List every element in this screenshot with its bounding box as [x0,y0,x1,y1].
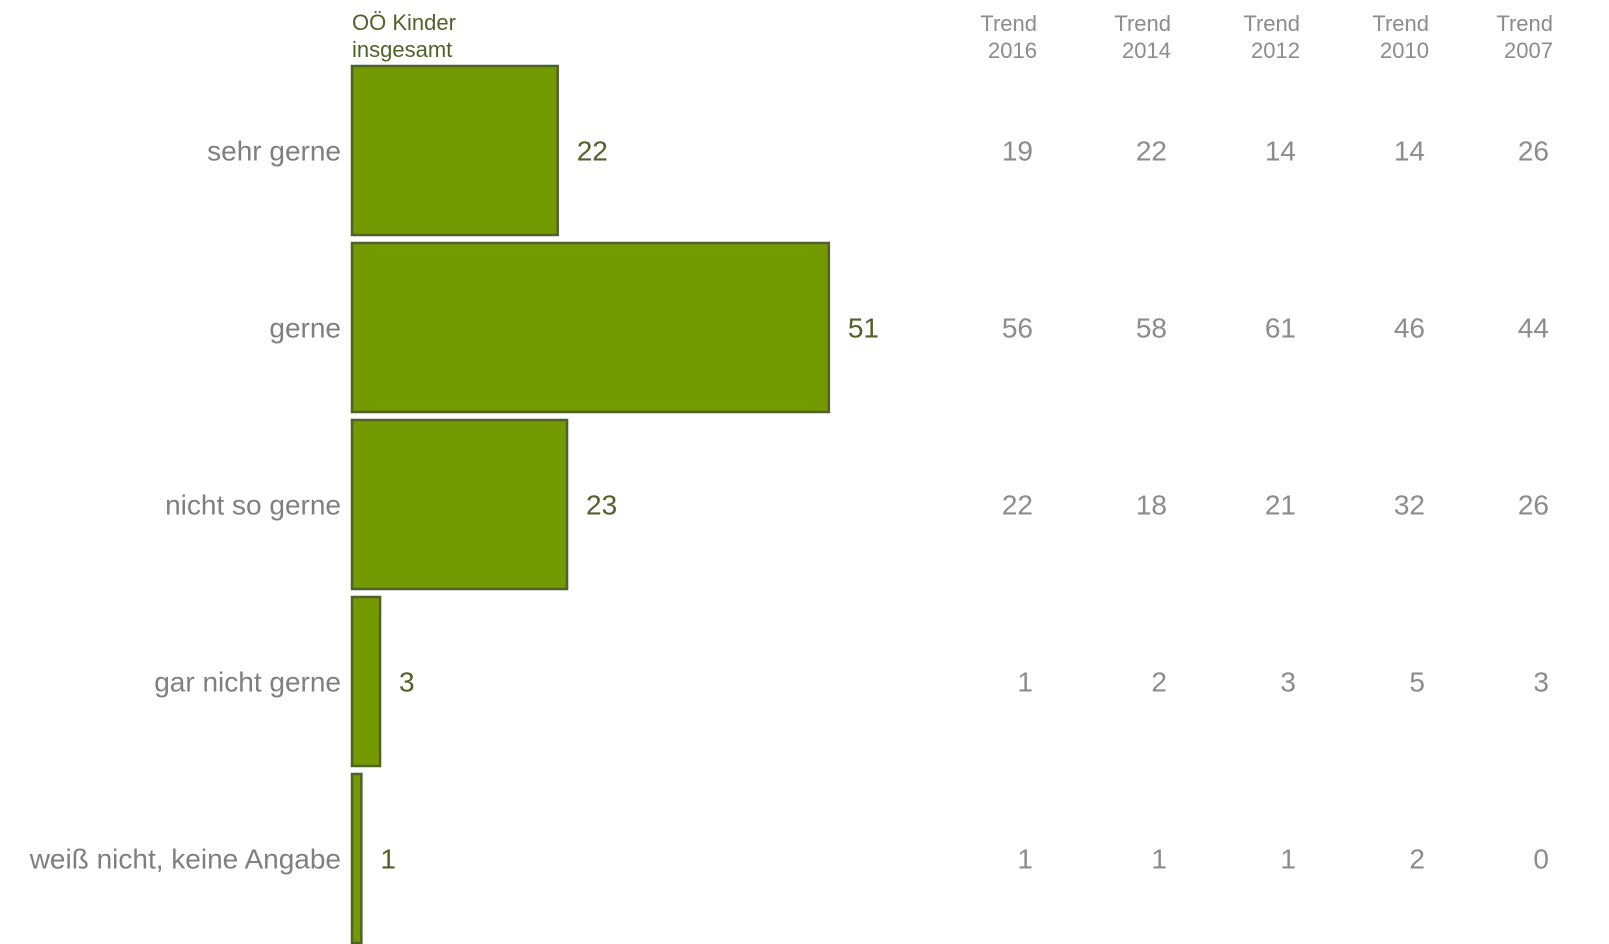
trend-value: 14 [1394,136,1425,167]
value-labels: 22 51 23 3 1 [380,136,879,875]
trend-header-line-1: Trend [1372,11,1429,36]
trend-value: 3 [1280,667,1296,698]
trend-value: 22 [1002,490,1033,521]
trend-value: 22 [1136,136,1167,167]
bar [350,418,569,591]
trend-header-line-2: 2012 [1251,38,1300,63]
category-label: sehr gerne [207,136,341,167]
trend-value: 1 [1151,844,1167,875]
category-label: gar nicht gerne [154,667,341,698]
category-label: gerne [269,313,341,344]
trend-header-line-2: 2016 [988,38,1037,63]
category-labels: sehr gerne gerne nicht so gerne gar nicht g… [29,136,341,875]
trend-value: 21 [1265,490,1296,521]
bar-value-label: 1 [380,844,396,875]
category-label: nicht so gerne [165,490,341,521]
trend-value: 26 [1518,136,1549,167]
trend-header-line-1: Trend [1114,11,1171,36]
bars [350,64,831,944]
trend-value: 32 [1394,490,1425,521]
trend-header-line-2: 2010 [1380,38,1429,63]
bar [350,595,382,768]
header-layer: OÖ Kinder insgesamt [352,10,456,62]
series-header-line-2: insgesamt [352,37,452,62]
category-label: weiß nicht, keine Angabe [29,844,341,875]
trend-value: 18 [1136,490,1167,521]
trend-value: 3 [1533,667,1549,698]
bar-value-label: 22 [577,136,608,167]
trend-value: 1 [1017,844,1033,875]
bar [350,772,363,944]
trend-value: 1 [1017,667,1033,698]
trend-value: 2 [1151,667,1167,698]
trend-value: 61 [1265,313,1296,344]
trend-value: 1 [1280,844,1296,875]
trend-header-line-2: 2007 [1504,38,1553,63]
bar [350,241,831,414]
series-header-line-1: OÖ Kinder [352,10,456,35]
bar-value-label: 3 [399,667,415,698]
trend-header-line-1: Trend [1496,11,1553,36]
trend-header-line-1: Trend [980,11,1037,36]
trend-value: 56 [1002,313,1033,344]
trend-value: 2 [1409,844,1425,875]
bar-value-label: 23 [586,490,617,521]
bar-value-label: 51 [848,313,879,344]
trend-header-line-2: 2014 [1122,38,1171,63]
trend-value: 26 [1518,490,1549,521]
bar [350,64,559,237]
trend-value: 14 [1265,136,1296,167]
trend-header-line-1: Trend [1243,11,1300,36]
trend-value: 46 [1394,313,1425,344]
trend-value: 19 [1002,136,1033,167]
trend-value: 5 [1409,667,1425,698]
trend-value: 44 [1518,313,1549,344]
trend-value: 0 [1533,844,1549,875]
trend-value: 58 [1136,313,1167,344]
